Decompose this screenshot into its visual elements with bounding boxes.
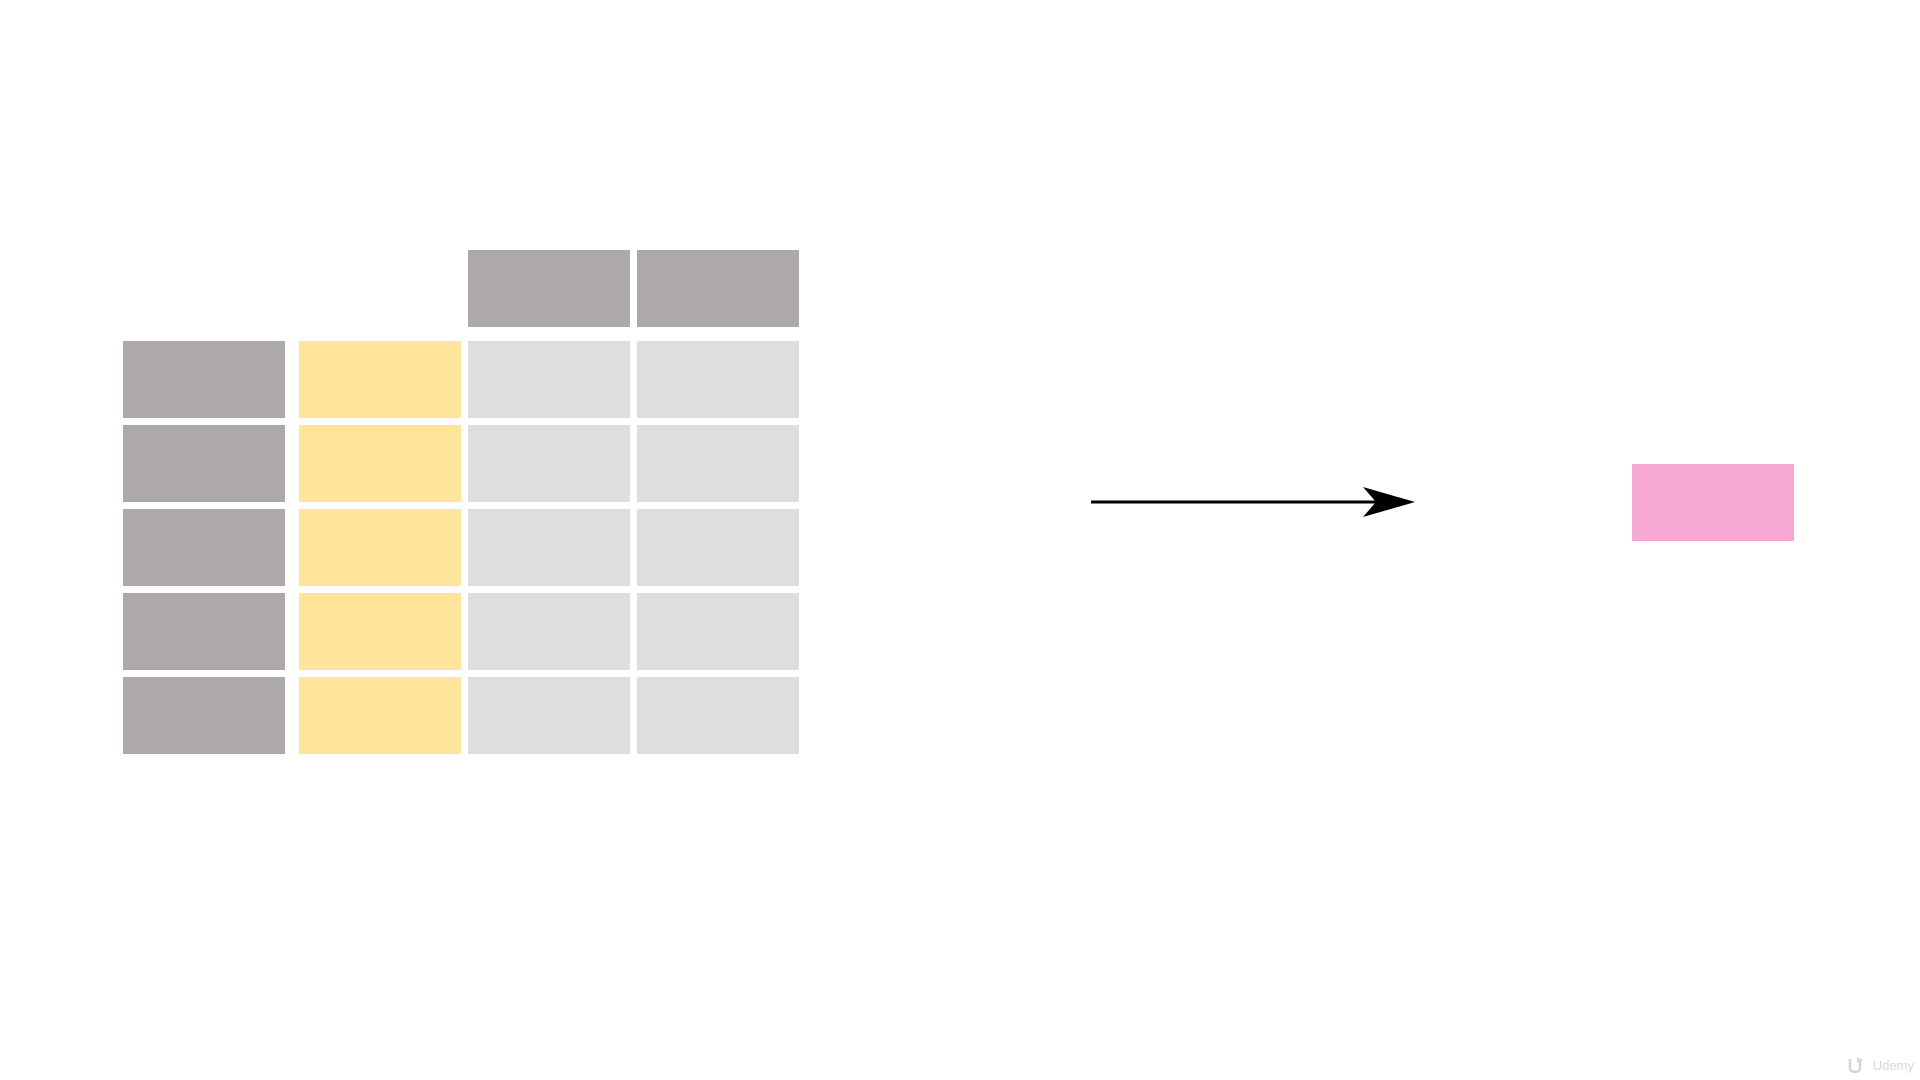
table-cell (468, 593, 630, 670)
arrow-head (1363, 487, 1415, 517)
selected-column-cell (299, 341, 461, 418)
table-cell (637, 677, 799, 754)
table-cell (468, 341, 630, 418)
table-cell (468, 677, 630, 754)
column-header (637, 250, 799, 327)
table-cell (637, 509, 799, 586)
row-index-cell (123, 677, 285, 754)
column-header-selected (299, 250, 461, 327)
table-cell (637, 593, 799, 670)
table-cell (468, 509, 630, 586)
table-cell (637, 341, 799, 418)
row-index-cell (123, 593, 285, 670)
selected-column-cell (299, 677, 461, 754)
row-index-cell (123, 341, 285, 418)
table-cell (637, 425, 799, 502)
selected-column-cell (299, 425, 461, 502)
result-block (1632, 464, 1794, 541)
row-index-cell (123, 509, 285, 586)
selected-column-cell (299, 509, 461, 586)
table-cell (468, 425, 630, 502)
udemy-watermark: Udemy (1847, 1056, 1914, 1074)
right-arrow-icon (1091, 487, 1415, 517)
selected-column-cell (299, 593, 461, 670)
column-header (468, 250, 630, 327)
watermark-text: Udemy (1872, 1057, 1914, 1073)
row-index-cell (123, 425, 285, 502)
udemy-logo-icon (1848, 1057, 1863, 1074)
